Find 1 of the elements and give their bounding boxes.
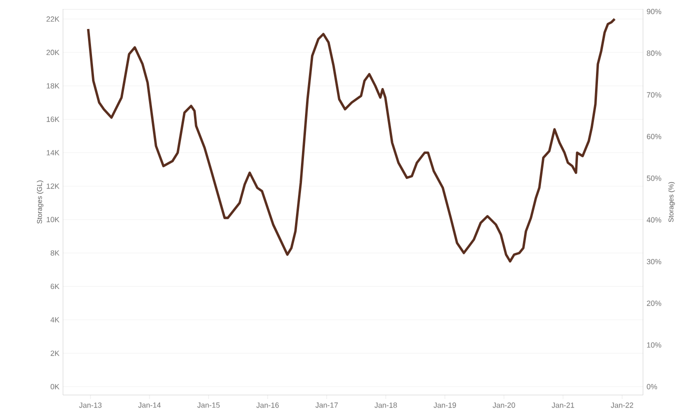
line-series (86, 18, 616, 263)
